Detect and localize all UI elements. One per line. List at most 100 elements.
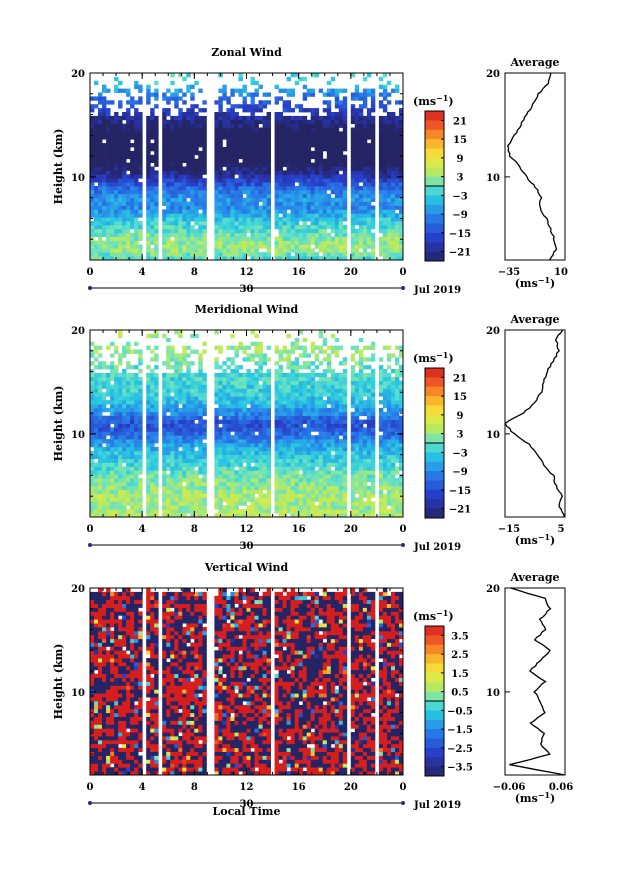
heatmap-cell (102, 427, 107, 432)
heatmap-cell (294, 80, 300, 86)
heatmap-cell (94, 396, 99, 401)
heatmap-cell (202, 256, 207, 261)
heatmap-cell (242, 427, 247, 432)
heatmap-cell (170, 372, 175, 378)
heatmap-cell (182, 232, 187, 237)
heatmap-cell (98, 462, 103, 467)
heatmap-cell (214, 392, 219, 397)
heatmap-cell (306, 474, 312, 479)
heatmap-cell (266, 236, 271, 241)
heatmap-cell (178, 333, 183, 339)
heatmap-cell (166, 174, 171, 179)
heatmap-cell (250, 221, 255, 226)
heatmap-cell (130, 193, 135, 199)
heatmap-cell (391, 178, 396, 183)
heatmap-cell (114, 485, 119, 491)
heatmap-cell (146, 423, 151, 428)
heatmap-cell (102, 365, 107, 370)
heatmap-cell (202, 154, 207, 160)
heatmap-cell (302, 462, 308, 467)
heatmap-cell (370, 119, 376, 125)
heatmap-cell (262, 201, 267, 206)
heatmap-cell (130, 166, 135, 171)
heatmap-cell (254, 388, 259, 393)
heatmap-cell (190, 450, 195, 456)
heatmap-cell (110, 197, 115, 202)
heatmap-cell (378, 135, 384, 140)
heatmap-cell (278, 240, 283, 245)
heatmap-cell (306, 209, 312, 214)
heatmap-cell (170, 209, 175, 214)
heatmap-cell (294, 143, 300, 148)
heatmap-cell (250, 201, 255, 206)
heatmap-cell (246, 154, 251, 160)
heatmap-cell (182, 119, 187, 125)
heatmap-cell (222, 415, 227, 420)
heatmap-cell (178, 189, 183, 195)
heatmap-cell (310, 228, 316, 234)
heatmap-cell (370, 135, 376, 140)
heatmap-cell (290, 256, 295, 261)
heatmap-cell (186, 423, 191, 428)
heatmap-cell (262, 400, 267, 405)
heatmap-cell (362, 92, 368, 97)
heatmap-cell (146, 205, 151, 210)
heatmap-cell (126, 372, 131, 378)
heatmap-cell (122, 466, 127, 471)
heatmap-cell (130, 407, 135, 413)
heatmap-cell (174, 450, 179, 456)
heatmap-cell (242, 104, 247, 109)
heatmap-cell (322, 158, 328, 163)
heatmap-cell (138, 493, 143, 498)
heatmap-cell (98, 115, 103, 121)
heatmap-cell (286, 197, 291, 202)
heatmap-cell (166, 400, 171, 405)
heatmap-cell (174, 423, 179, 428)
heatmap-cell (254, 423, 259, 428)
heatmap-cell (286, 458, 291, 463)
heatmap-cell (178, 481, 183, 487)
heatmap-cell (266, 497, 271, 502)
heatmap-cell (182, 485, 187, 491)
heatmap-cell (126, 443, 131, 448)
heatmap-cell (278, 123, 283, 128)
heatmap-cell (154, 481, 159, 487)
heatmap-cell (130, 497, 135, 502)
heatmap-cell (114, 217, 119, 222)
heatmap-cell (162, 158, 167, 163)
heatmap-cell (90, 349, 95, 354)
heatmap-cell (102, 197, 107, 202)
heatmap-cell (350, 189, 356, 195)
heatmap-cell (154, 123, 159, 128)
heatmap-cell (110, 384, 115, 389)
heatmap-cell (391, 170, 396, 175)
heatmap-cell (222, 252, 227, 257)
heatmap-cell (254, 174, 259, 179)
heatmap-cell (226, 100, 231, 105)
heatmap-cell (250, 439, 255, 444)
heatmap-cell (98, 474, 103, 479)
heatmap-cell (266, 217, 271, 222)
heatmap-cell (370, 252, 376, 257)
heatmap-cell (246, 485, 251, 491)
heatmap-cell (294, 147, 300, 152)
heatmap-cell (182, 209, 187, 214)
heatmap-cell (106, 108, 111, 113)
heatmap-cell (178, 143, 183, 148)
heatmap-cell (162, 497, 167, 502)
heatmap-cell (302, 505, 308, 510)
heatmap-cell (238, 88, 243, 93)
heatmap-cell (230, 423, 235, 428)
heatmap-cell (350, 166, 356, 171)
heatmap-cell (174, 481, 179, 487)
heatmap-cell (395, 244, 400, 249)
heatmap-cell (290, 423, 295, 428)
heatmap-cell (294, 462, 300, 467)
heatmap-cell (118, 357, 123, 362)
heatmap-cell (166, 178, 171, 183)
heatmap-cell (194, 376, 199, 382)
heatmap-cell (234, 462, 239, 467)
heatmap-cell (194, 489, 199, 494)
heatmap-cell (278, 501, 283, 506)
heatmap-cell (391, 244, 396, 249)
